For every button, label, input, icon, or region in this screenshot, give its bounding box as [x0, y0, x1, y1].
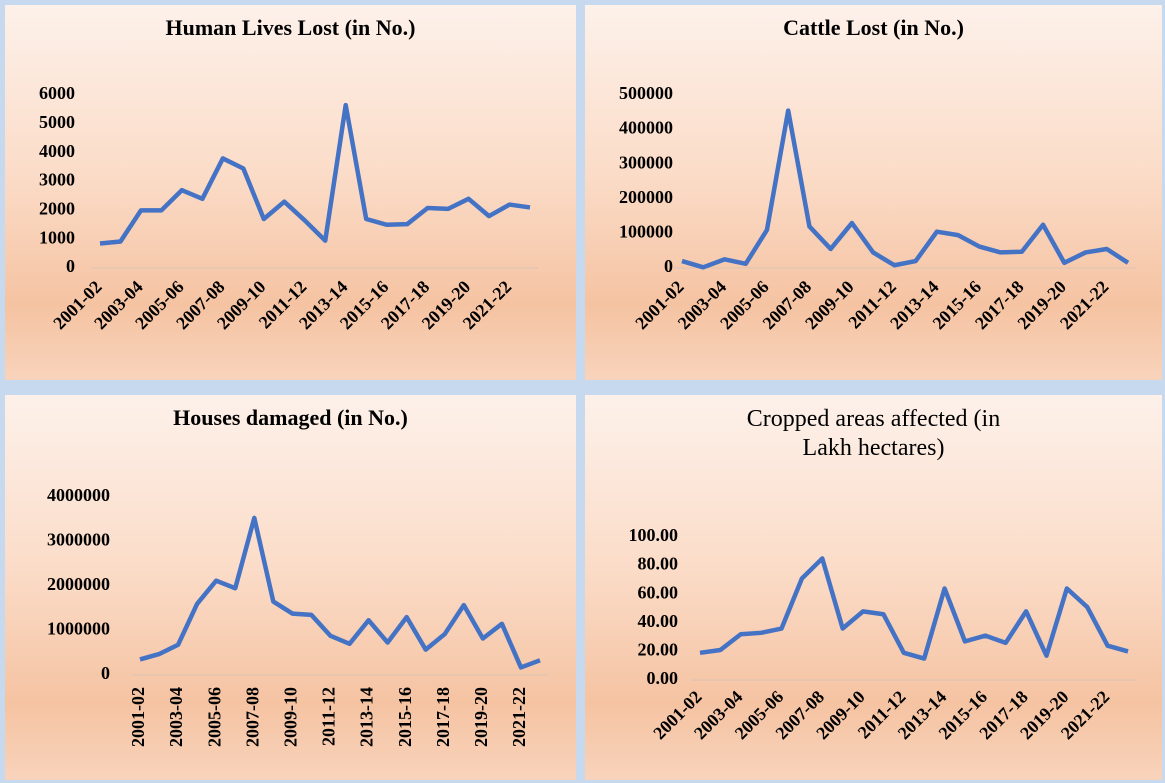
- chart-panel: Houses damaged (in No.) 0 1000000 2000000 30…: [5, 395, 576, 780]
- chart-panel: Cropped areas affected (in Lakh hectares…: [585, 395, 1162, 780]
- y-tick-label: 1000000: [47, 619, 110, 639]
- y-tick-label: 6000: [39, 83, 75, 103]
- chart-title: Cattle Lost (in No.): [783, 15, 964, 40]
- x-tick-label: 2019-20: [471, 687, 491, 747]
- x-tick-label: 2009-10: [281, 687, 301, 747]
- x-tick-label: 2011-12: [319, 687, 339, 746]
- y-tick-label: 3000: [39, 170, 75, 190]
- x-tick-label: 2013-14: [357, 687, 377, 747]
- y-tick-label: 200000: [619, 187, 673, 207]
- y-tick-label: 2000000: [47, 574, 110, 594]
- y-tick-label: 0: [101, 663, 110, 683]
- x-tick-label: 2001-02: [128, 687, 148, 747]
- y-tick-label: 400000: [619, 118, 673, 138]
- chart-title: Houses damaged (in No.): [173, 405, 408, 430]
- data-line: [139, 515, 541, 670]
- y-tick-label: 100.00: [629, 525, 679, 545]
- y-tick-label: 0.00: [647, 668, 679, 688]
- chart: 0.0020.0040.0060.0080.00100.002001-02200…: [629, 525, 1136, 743]
- y-tick-label: 40.00: [638, 611, 679, 631]
- x-tick-label: 2021-22: [1056, 277, 1113, 334]
- chart-title: Cropped areas affected (in Lakh hectares…: [746, 406, 1001, 461]
- y-tick-label: 60.00: [638, 582, 679, 602]
- data-line: [699, 556, 1129, 661]
- y-tick-label: 100000: [619, 222, 673, 242]
- data-line: [681, 108, 1130, 270]
- x-tick-label: 2021-22: [509, 687, 529, 747]
- y-tick-label: 1000: [39, 227, 75, 247]
- y-tick-label: 3000000: [47, 530, 110, 550]
- x-tick-label: 2015-16: [395, 687, 415, 747]
- chart: 01000002000003000004000005000002001-0220…: [619, 83, 1136, 334]
- x-tick-label: 2017-18: [433, 687, 453, 747]
- y-tick-label: 300000: [619, 152, 673, 172]
- x-tick-label: 2003-04: [166, 687, 186, 747]
- x-tick-label: 2005-06: [204, 687, 224, 747]
- x-tick-label: 2007-08: [242, 687, 262, 747]
- y-tick-label: 20.00: [638, 640, 679, 660]
- y-tick-label: 0: [664, 256, 673, 276]
- chart: 01000200030004000500060002001-022003-042…: [39, 83, 538, 333]
- y-tick-label: 5000: [39, 112, 75, 132]
- y-tick-label: 0: [66, 256, 75, 276]
- y-tick-label: 80.00: [638, 554, 679, 574]
- chart-panel: Cattle Lost (in No.) 0 100000 200000 300000 4…: [585, 5, 1162, 380]
- data-line: [99, 102, 531, 246]
- chart-panel: Human Lives Lost (in No.) 0 1000 2000 3000 40…: [5, 5, 576, 380]
- y-tick-label: 4000000: [47, 485, 110, 505]
- y-tick-label: 4000: [39, 141, 75, 161]
- x-tick-label: 2009-10: [801, 277, 858, 334]
- chart: 0 1000000 2000000 3000000 4000000 2001-02 2003…: [47, 485, 548, 747]
- y-tick-label: 2000: [39, 198, 75, 218]
- chart-title: Human Lives Lost (in No.): [165, 15, 416, 40]
- y-tick-label: 500000: [619, 83, 673, 103]
